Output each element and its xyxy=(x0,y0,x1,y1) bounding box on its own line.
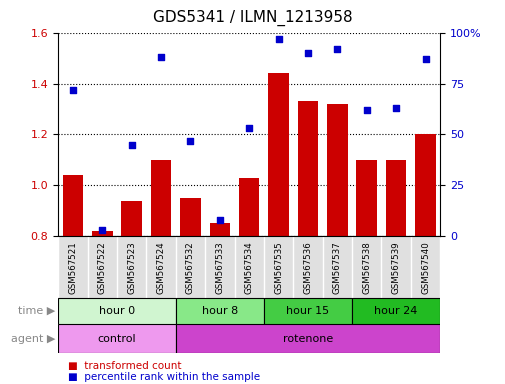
Bar xyxy=(175,298,264,324)
Bar xyxy=(268,73,288,236)
Bar xyxy=(356,160,376,236)
Text: GSM567521: GSM567521 xyxy=(68,241,77,294)
Point xyxy=(98,227,106,233)
Text: hour 24: hour 24 xyxy=(374,306,417,316)
Point xyxy=(333,46,341,52)
Point xyxy=(274,36,282,42)
Bar xyxy=(385,160,406,236)
Point xyxy=(69,86,77,93)
Bar xyxy=(58,298,175,324)
Bar xyxy=(209,223,230,236)
Text: GSM567533: GSM567533 xyxy=(215,241,224,294)
Point xyxy=(362,107,370,113)
Point xyxy=(157,54,165,60)
Bar xyxy=(238,178,259,236)
Text: time ▶: time ▶ xyxy=(18,306,56,316)
Point xyxy=(186,137,194,144)
Bar xyxy=(297,101,318,236)
Bar xyxy=(121,200,142,236)
Bar xyxy=(351,298,439,324)
Text: hour 0: hour 0 xyxy=(98,306,135,316)
Bar xyxy=(63,175,83,236)
Text: GSM567523: GSM567523 xyxy=(127,241,136,294)
Bar xyxy=(326,104,347,236)
Text: GSM567534: GSM567534 xyxy=(244,241,253,294)
Text: agent ▶: agent ▶ xyxy=(11,334,56,344)
Point xyxy=(127,142,135,148)
Text: GSM567538: GSM567538 xyxy=(362,241,371,294)
Text: GSM567535: GSM567535 xyxy=(274,241,282,294)
Text: hour 8: hour 8 xyxy=(201,306,237,316)
Text: ■  percentile rank within the sample: ■ percentile rank within the sample xyxy=(68,372,260,382)
Text: hour 15: hour 15 xyxy=(286,306,329,316)
Text: GSM567524: GSM567524 xyxy=(156,241,165,294)
Text: GSM567537: GSM567537 xyxy=(332,241,341,294)
Text: GSM567540: GSM567540 xyxy=(420,241,429,294)
Point xyxy=(215,217,223,223)
Point xyxy=(421,56,429,62)
Point xyxy=(245,125,253,131)
Text: GDS5341 / ILMN_1213958: GDS5341 / ILMN_1213958 xyxy=(153,10,352,26)
Text: control: control xyxy=(97,334,136,344)
Bar xyxy=(180,198,200,236)
Bar xyxy=(150,160,171,236)
Text: ■  transformed count: ■ transformed count xyxy=(68,361,181,371)
Point xyxy=(304,50,312,56)
Bar xyxy=(415,134,435,236)
Bar xyxy=(58,324,175,353)
Bar xyxy=(264,298,351,324)
Text: GSM567536: GSM567536 xyxy=(303,241,312,294)
Text: GSM567532: GSM567532 xyxy=(185,241,194,294)
Bar xyxy=(175,324,439,353)
Bar xyxy=(92,231,112,236)
Text: rotenone: rotenone xyxy=(282,334,332,344)
Point xyxy=(391,105,399,111)
Text: GSM567539: GSM567539 xyxy=(391,241,400,294)
Text: GSM567522: GSM567522 xyxy=(97,241,107,294)
